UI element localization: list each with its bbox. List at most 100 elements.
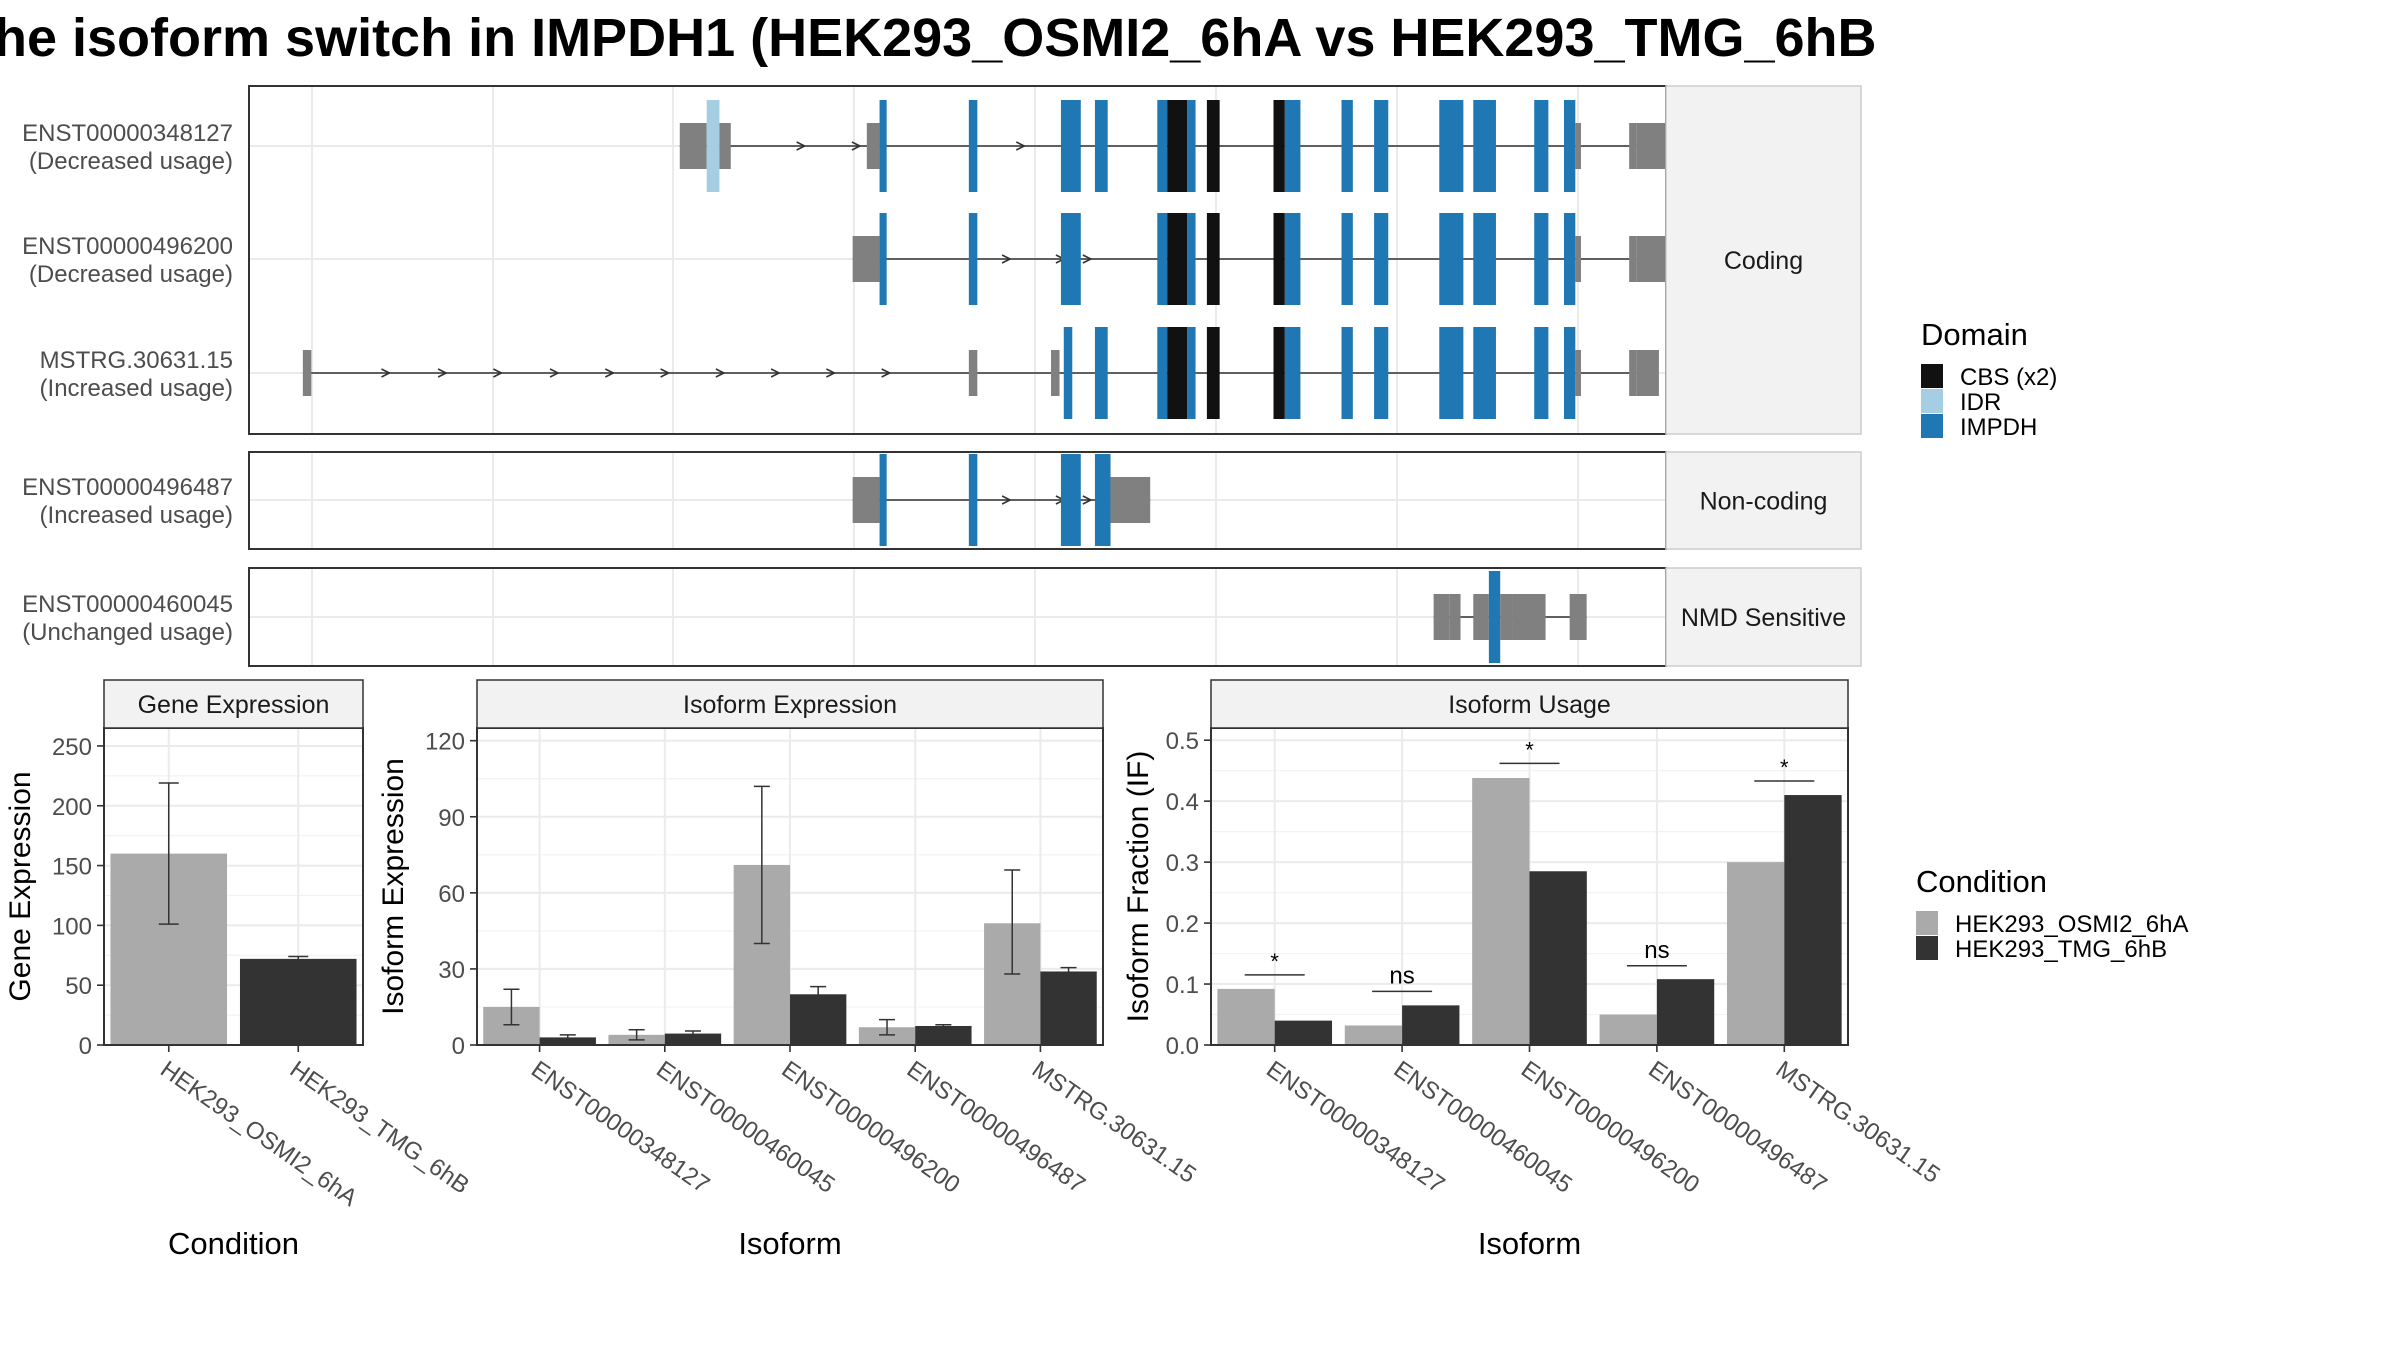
y-tick-label: 0.2: [1166, 911, 1199, 938]
isoform-track: ENST00000348127(Decreased usage): [22, 100, 1684, 192]
exon-segment-impdh: [1060, 213, 1081, 305]
significance-label: *: [1780, 755, 1789, 780]
bar: [239, 958, 357, 1045]
y-tick-label: 90: [438, 805, 465, 832]
exon-segment-utr: [1473, 594, 1489, 640]
structure-panel-non-coding: ENST00000496487(Increased usage) Non-codi…: [22, 451, 1862, 550]
exon-segment-utr: [1575, 350, 1581, 396]
exon-segment-utr: [302, 350, 312, 396]
exon-segment-utr: [1512, 594, 1546, 640]
bar: [539, 1037, 596, 1045]
bar: [1217, 988, 1275, 1045]
isoform-track: ENST00000496487(Increased usage): [22, 454, 1151, 546]
direction-arrow: [796, 141, 807, 151]
exon-segment-impdh: [1341, 327, 1353, 419]
exon-segment-impdh: [1060, 454, 1081, 546]
exon-segment-impdh: [968, 454, 978, 546]
legend-key: [1921, 389, 1943, 413]
exon-segment-impdh: [1439, 327, 1464, 419]
significance-label: *: [1525, 737, 1534, 762]
exon-segment-impdh: [968, 100, 978, 192]
direction-arrow: [1082, 495, 1093, 505]
y-tick-label: 0.1: [1166, 972, 1199, 999]
y-axis-label: Isoform Expression: [377, 758, 410, 1015]
exon-segment-utr: [719, 123, 731, 169]
exon-segment-impdh: [1157, 213, 1168, 305]
exon-segment-cbs: [1167, 100, 1188, 192]
exon-segment-utr: [1629, 236, 1637, 282]
exon-segment-utr: [1629, 123, 1637, 169]
isoform-structure-panels: ENST00000348127(Decreased usage)ENST0000…: [22, 85, 1862, 667]
exon-segment-cbs: [1273, 100, 1285, 192]
exon-segment-utr: [1636, 350, 1659, 396]
exon-segment-impdh: [1374, 327, 1389, 419]
isoform-usage-label: (Unchanged usage): [22, 619, 233, 646]
bar: [1274, 1020, 1333, 1045]
x-axis-label: Condition: [168, 1226, 299, 1261]
legend-label: IMPDH: [1960, 414, 2037, 441]
direction-arrow: [1001, 254, 1012, 264]
significance-label: *: [1270, 949, 1279, 974]
direction-arrow: [851, 141, 862, 151]
exon-segment-impdh: [1060, 100, 1081, 192]
exon-segment-impdh: [1187, 100, 1196, 192]
isoform-id-label: ENST00000496200: [22, 233, 233, 260]
exon-segment-utr: [866, 123, 880, 169]
y-tick-label: 0.4: [1166, 789, 1199, 816]
legend-label: CBS (x2): [1960, 364, 2057, 391]
exon-segment-utr: [1569, 594, 1587, 640]
y-tick-label: 150: [52, 854, 92, 881]
exon-segment-idr: [706, 100, 720, 192]
exon-segment-impdh: [1439, 100, 1464, 192]
facet-strip: [1665, 451, 1862, 550]
legend-label: IDR: [1960, 389, 2001, 416]
exon-segment-impdh: [1157, 327, 1168, 419]
exon-segment-utr: [1629, 350, 1637, 396]
legend-label: HEK293_OSMI2_6hA: [1955, 911, 2188, 938]
exon-segment-utr: [1051, 350, 1060, 396]
legend-key: [1921, 414, 1943, 438]
bar: [1726, 862, 1785, 1045]
direction-arrow: [715, 368, 726, 378]
exon-segment-impdh: [1534, 327, 1549, 419]
exon-segment-impdh: [879, 100, 887, 192]
exon-segment-utr: [852, 236, 880, 282]
chart-title-strip: [476, 679, 1104, 729]
y-tick-label: 0.5: [1166, 728, 1199, 755]
legend-label: HEK293_TMG_6hB: [1955, 936, 2167, 963]
domain-legend-title: Domain: [1921, 317, 2028, 352]
bar: [1784, 795, 1842, 1045]
chart-title: Isoform Expression: [683, 691, 897, 719]
facet-strip: [1665, 85, 1862, 435]
exon-segment-utr: [968, 350, 978, 396]
isoform-usage-label: (Decreased usage): [29, 148, 233, 175]
direction-arrow: [826, 368, 837, 378]
exon-segment-impdh: [1063, 327, 1073, 419]
y-axis-label: Isoform Fraction (IF): [1122, 751, 1155, 1023]
isoform-id-label: MSTRG.30631.15: [40, 347, 233, 374]
exon-segment-impdh: [1094, 454, 1111, 546]
y-tick-label: 60: [438, 881, 465, 908]
exon-segment-cbs: [1273, 327, 1285, 419]
isoform-track: MSTRG.30631.15(Increased usage): [40, 327, 1659, 419]
facet-strip-label: NMD Sensitive: [1681, 604, 1846, 632]
exon-segment-utr: [1110, 477, 1151, 523]
exon-segment-utr: [1575, 123, 1581, 169]
exon-segment-impdh: [1284, 100, 1301, 192]
isoform-id-label: ENST00000348127: [22, 120, 233, 147]
isoform-track: ENST00000460045(Unchanged usage): [22, 571, 1587, 663]
exon-segment-impdh: [1439, 213, 1464, 305]
condition-legend-title: Condition: [1916, 864, 2047, 899]
y-tick-label: 0: [79, 1033, 92, 1060]
exon-segment-utr: [679, 123, 707, 169]
direction-arrow: [770, 368, 781, 378]
bar: [1472, 777, 1530, 1045]
exon-segment-impdh: [879, 213, 887, 305]
y-tick-label: 200: [52, 794, 92, 821]
bar: [1040, 971, 1097, 1045]
exon-segment-impdh: [1563, 100, 1576, 192]
